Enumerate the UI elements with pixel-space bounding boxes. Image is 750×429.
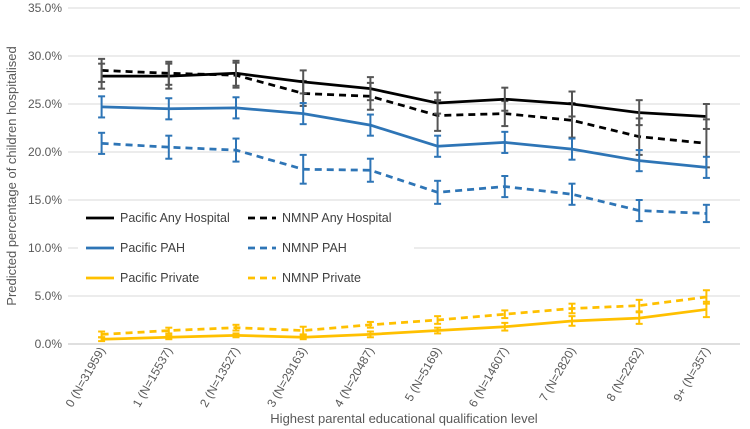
series-line [101, 141, 707, 215]
y-tick-label: 25.0% [28, 97, 62, 111]
x-tick-label: 2 (N=13527) [197, 345, 243, 410]
x-axis-ticks: 0 (N=31959) 1 (N=15537) 2 (N=13527) 3 (N=29… [63, 344, 713, 409]
series-line [101, 308, 707, 341]
legend: Pacific Any Hospital NMNP Any Hospital Pac… [78, 202, 414, 294]
series-line [101, 295, 707, 336]
legend-label: NMNP Any Hospital [282, 211, 392, 225]
x-tick-label: 4 (N=20487) [331, 345, 377, 410]
legend-label: NMNP Private [282, 271, 361, 285]
y-tick-label: 10.0% [28, 241, 62, 255]
series-group [98, 57, 710, 343]
series-nmnp-private [98, 289, 710, 339]
y-tick-label: 0.0% [35, 337, 63, 351]
y-tick-label: 5.0% [35, 289, 63, 303]
legend-label: NMNP PAH [282, 241, 347, 255]
x-tick-label: 0 (N=31959) [63, 345, 109, 410]
series-line [101, 71, 707, 118]
legend-label: Pacific Any Hospital [120, 211, 230, 225]
legend-background [78, 202, 414, 294]
series-pacific-any-hospital [98, 59, 710, 130]
legend-label: Pacific Private [120, 271, 199, 285]
series-nmnp-pah [98, 131, 710, 224]
y-axis-ticks: 0.0% 5.0% 10.0% 15.0% 20.0% 25.0% 30.0% 35.0% [28, 1, 62, 351]
x-tick-label: 7 (N=2820) [536, 345, 578, 404]
x-tick-label: 1 (N=15537) [130, 345, 176, 410]
series-pacific-pah [98, 95, 710, 179]
series-line [101, 69, 707, 145]
x-tick-label: 9+ (N=357) [671, 344, 713, 404]
y-axis-title: Predicted percentage of children hospita… [4, 46, 19, 305]
series-line [101, 105, 707, 169]
x-tick-label: 8 (N=2262) [603, 345, 645, 404]
x-tick-label: 6 (N=14607) [466, 345, 512, 410]
x-tick-label: 5 (N=5169) [402, 345, 444, 404]
x-tick-label: 3 (N=29163) [264, 345, 310, 410]
x-axis-title: Highest parental educational qualificati… [270, 411, 538, 426]
series-pacific-private [98, 300, 710, 343]
y-tick-label: 35.0% [28, 1, 62, 15]
legend-label: Pacific PAH [120, 241, 185, 255]
y-tick-label: 15.0% [28, 193, 62, 207]
y-tick-label: 20.0% [28, 145, 62, 159]
y-tick-label: 30.0% [28, 49, 62, 63]
